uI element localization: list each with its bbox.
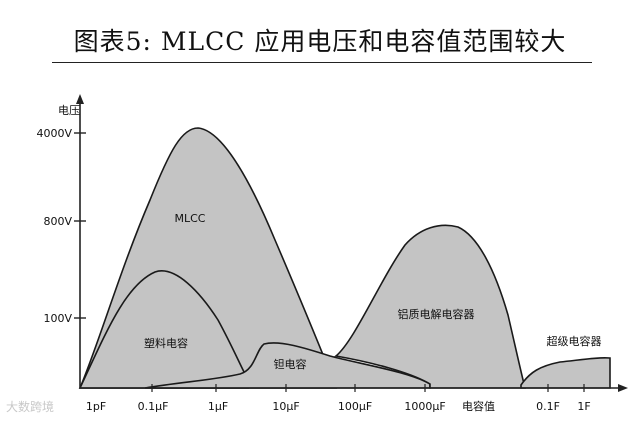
- x-axis-arrow: [618, 384, 628, 392]
- title-underline: [52, 62, 592, 63]
- region-aluminum-electrolytic-capacitor: [334, 224, 527, 389]
- y-tick-label: 800V: [43, 215, 72, 228]
- x-tick-label: 0.1μF: [138, 400, 169, 413]
- x-tick-label: 1μF: [208, 400, 228, 413]
- region-label-mlcc: MLCC: [175, 212, 206, 225]
- x-tick-label: 1000μF: [404, 400, 445, 413]
- x-axis-title: 电容值: [462, 399, 495, 413]
- x-tick-label: 100μF: [338, 400, 372, 413]
- x-tick-label: 1F: [577, 400, 590, 413]
- region-plastic-capacitor: [78, 270, 249, 389]
- x-tick-label: 0.1F: [536, 400, 560, 413]
- region-label-supercapacitor: 超级电容器: [547, 334, 602, 348]
- y-tick-label: 4000V: [36, 127, 72, 140]
- region-tantalum-capacitor: [144, 342, 431, 389]
- x-tick-label: 10μF: [272, 400, 299, 413]
- watermark-text: 大数跨境: [6, 400, 55, 414]
- region-supercapacitor: [520, 357, 611, 389]
- y-axis-arrow: [76, 94, 84, 104]
- region-label-aluminum-electrolytic-capacitor: 铝质电解电容器: [398, 307, 475, 321]
- region-label-plastic-capacitor: 塑料电容: [144, 336, 188, 350]
- y-tick-label: 100V: [43, 312, 72, 325]
- region-label-tantalum-capacitor: 钽电容: [274, 357, 307, 371]
- chart-title: 图表5: MLCC 应用电压和电容值范围较大: [73, 27, 567, 56]
- y-axis-title: 电压: [58, 104, 80, 117]
- x-tick-label: 1pF: [86, 400, 106, 413]
